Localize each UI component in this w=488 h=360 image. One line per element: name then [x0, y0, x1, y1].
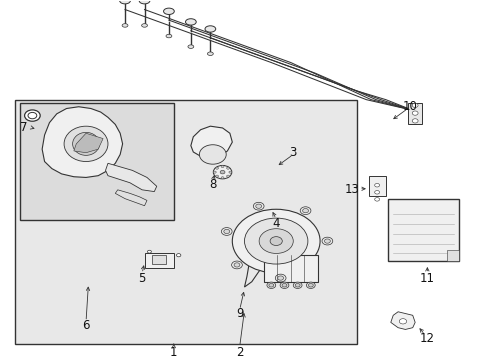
Ellipse shape	[282, 283, 286, 287]
Bar	[144, 253, 173, 267]
Ellipse shape	[213, 171, 216, 173]
Text: 9: 9	[235, 307, 243, 320]
Text: 7: 7	[20, 121, 28, 134]
Ellipse shape	[268, 283, 273, 287]
Ellipse shape	[280, 282, 288, 288]
Polygon shape	[105, 163, 157, 192]
Ellipse shape	[308, 283, 313, 287]
Bar	[446, 250, 458, 261]
Ellipse shape	[259, 229, 293, 253]
Ellipse shape	[253, 202, 264, 210]
Ellipse shape	[221, 228, 232, 235]
Ellipse shape	[24, 110, 40, 121]
Text: 1: 1	[170, 346, 177, 359]
Ellipse shape	[213, 166, 231, 179]
Ellipse shape	[185, 19, 196, 25]
Bar	[387, 199, 458, 261]
Ellipse shape	[295, 283, 300, 287]
Text: 4: 4	[272, 217, 279, 230]
Ellipse shape	[302, 208, 308, 213]
Text: 5: 5	[138, 272, 145, 285]
Polygon shape	[390, 312, 414, 329]
Ellipse shape	[411, 103, 417, 107]
Ellipse shape	[226, 175, 229, 177]
Ellipse shape	[277, 276, 283, 280]
Ellipse shape	[73, 132, 99, 156]
Ellipse shape	[269, 237, 282, 246]
Ellipse shape	[411, 111, 417, 115]
Ellipse shape	[147, 250, 151, 253]
Ellipse shape	[163, 8, 174, 14]
Ellipse shape	[215, 175, 218, 177]
Text: 8: 8	[209, 178, 216, 191]
Ellipse shape	[231, 261, 242, 269]
Ellipse shape	[374, 198, 379, 201]
Ellipse shape	[374, 190, 379, 194]
Ellipse shape	[300, 207, 310, 215]
Ellipse shape	[142, 24, 147, 27]
Bar	[20, 103, 173, 220]
Ellipse shape	[244, 218, 307, 264]
Ellipse shape	[411, 119, 417, 123]
Ellipse shape	[374, 184, 379, 187]
Bar	[15, 100, 356, 343]
Bar	[152, 255, 166, 264]
Ellipse shape	[324, 239, 330, 243]
Ellipse shape	[64, 126, 108, 162]
Ellipse shape	[232, 209, 320, 273]
Polygon shape	[115, 190, 147, 206]
Bar	[264, 255, 317, 282]
Ellipse shape	[139, 0, 150, 4]
Text: 10: 10	[402, 100, 417, 113]
Ellipse shape	[165, 34, 171, 38]
Ellipse shape	[215, 167, 218, 169]
Ellipse shape	[255, 204, 261, 208]
Ellipse shape	[275, 274, 285, 282]
Text: 12: 12	[419, 332, 434, 345]
Ellipse shape	[120, 0, 130, 4]
Text: 11: 11	[419, 272, 434, 285]
Polygon shape	[190, 126, 232, 158]
Bar	[407, 103, 422, 125]
Ellipse shape	[293, 282, 302, 288]
Bar	[368, 176, 385, 196]
Polygon shape	[74, 133, 103, 153]
Ellipse shape	[228, 171, 231, 173]
Ellipse shape	[220, 170, 224, 174]
Ellipse shape	[28, 112, 37, 119]
Ellipse shape	[224, 229, 229, 234]
Ellipse shape	[204, 26, 215, 32]
Polygon shape	[244, 244, 271, 287]
Ellipse shape	[322, 237, 332, 245]
Ellipse shape	[221, 166, 224, 167]
Ellipse shape	[187, 45, 193, 48]
Ellipse shape	[207, 52, 213, 55]
Ellipse shape	[226, 167, 229, 169]
Ellipse shape	[176, 254, 181, 257]
Polygon shape	[42, 107, 122, 177]
Text: 6: 6	[82, 319, 90, 332]
Text: 3: 3	[289, 146, 296, 159]
Ellipse shape	[234, 263, 240, 267]
Text: 13: 13	[344, 183, 359, 196]
Text: 2: 2	[235, 346, 243, 359]
Ellipse shape	[306, 282, 315, 288]
Ellipse shape	[266, 282, 275, 288]
Ellipse shape	[122, 24, 128, 27]
Ellipse shape	[399, 319, 406, 324]
Ellipse shape	[221, 177, 224, 179]
Ellipse shape	[199, 145, 226, 164]
